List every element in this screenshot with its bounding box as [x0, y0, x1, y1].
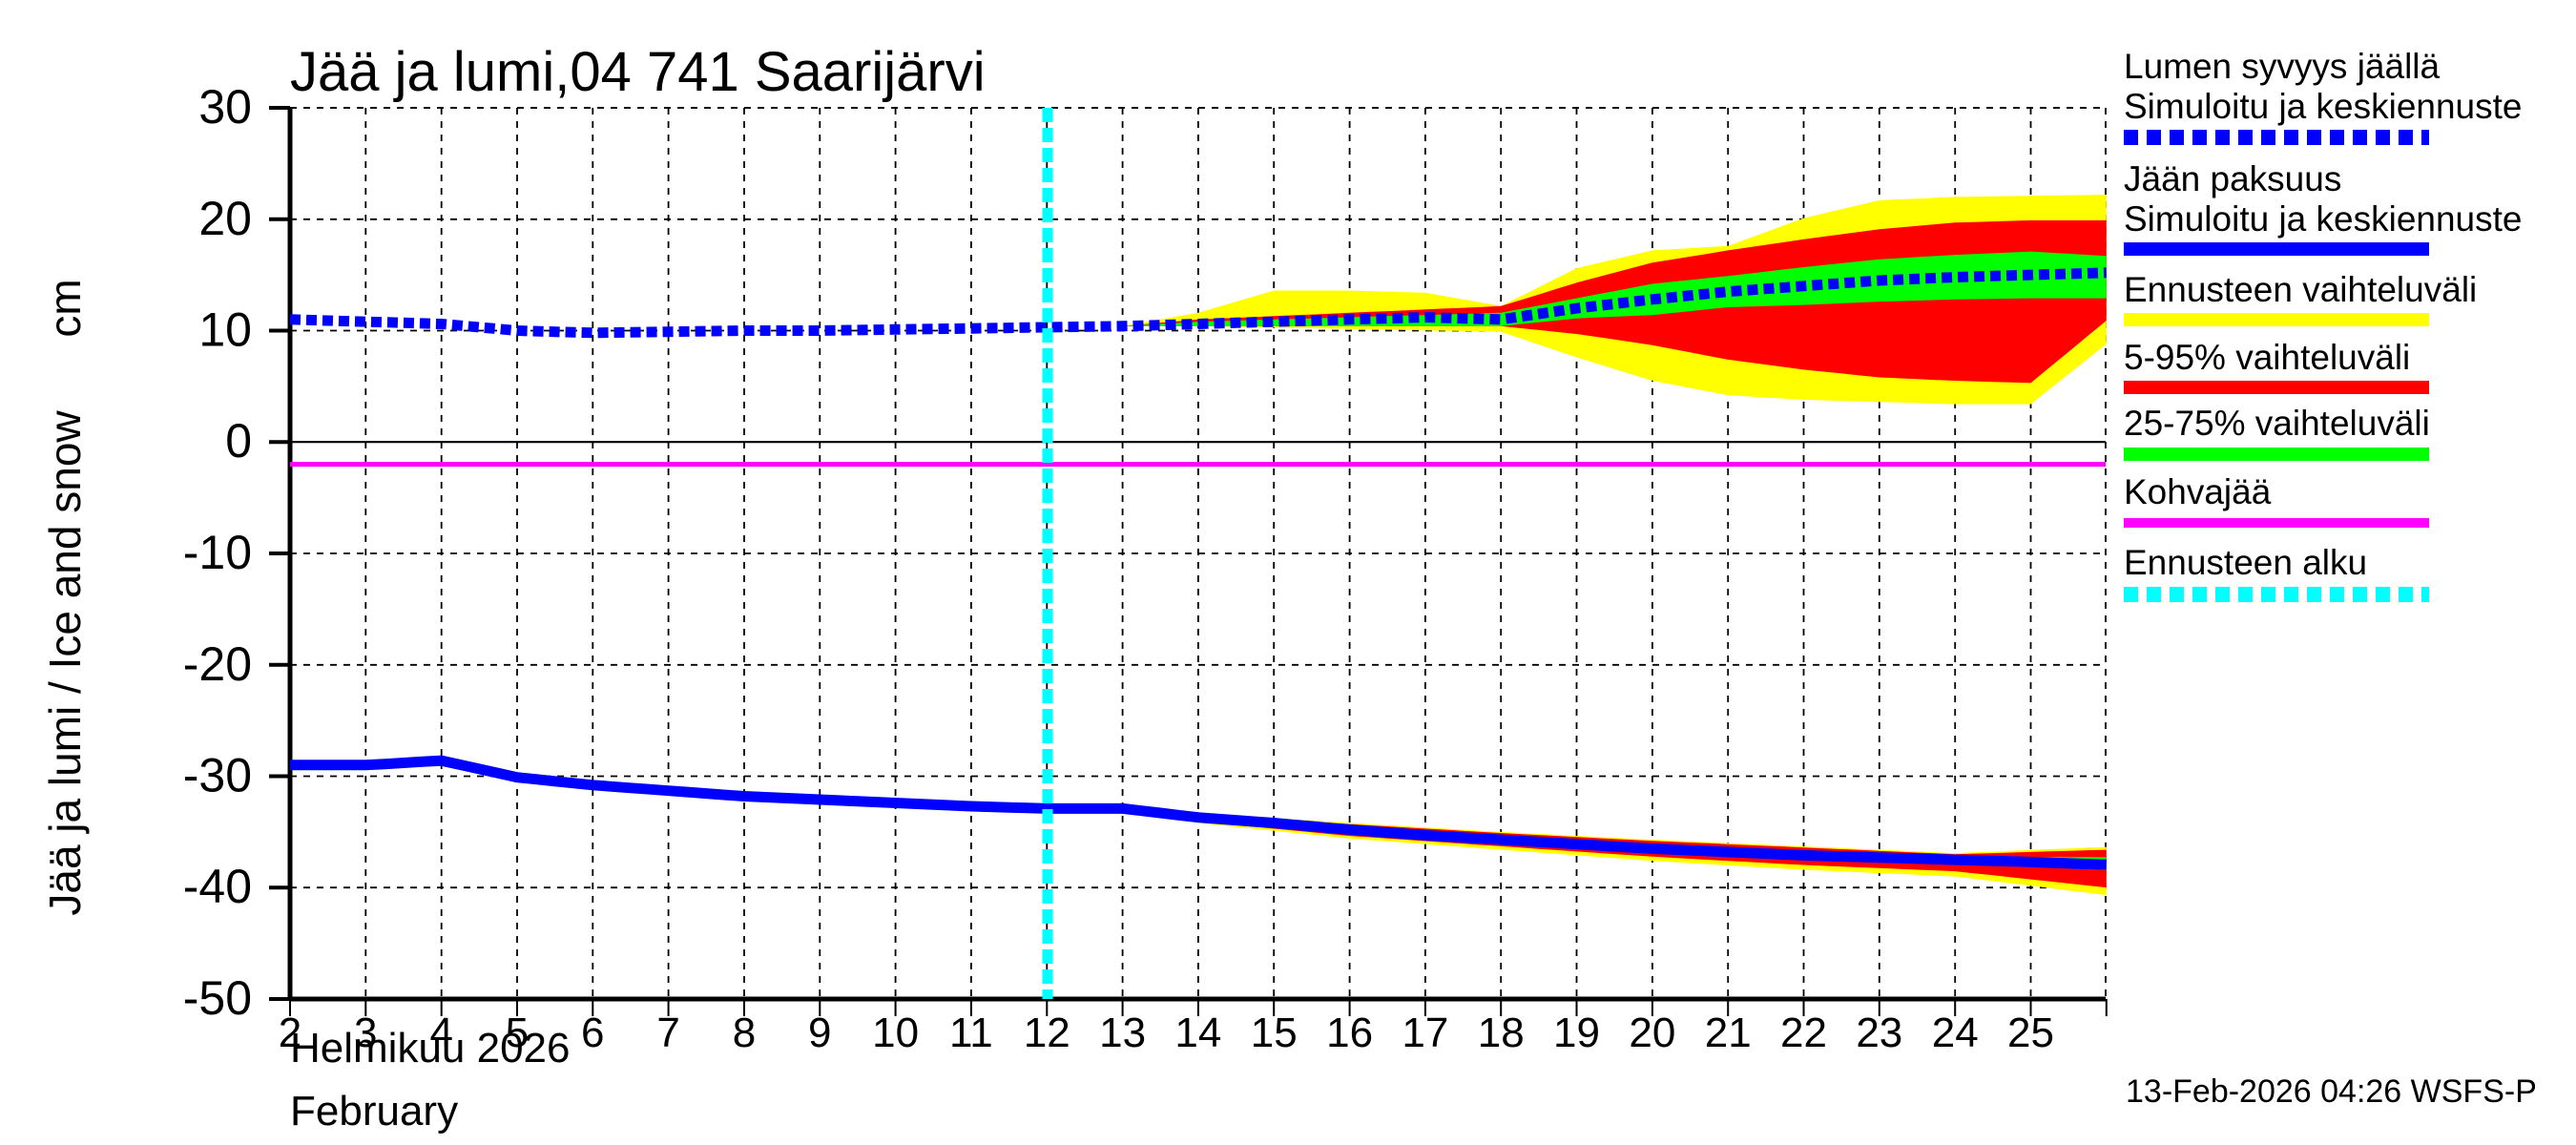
svg-text:23: 23	[1856, 1010, 1902, 1056]
svg-text:13-Feb-2026 04:26 WSFS-P: 13-Feb-2026 04:26 WSFS-P	[2126, 1073, 2537, 1110]
svg-text:5-95% vaihteluväli: 5-95% vaihteluväli	[2124, 338, 2410, 377]
svg-text:-40: -40	[183, 860, 252, 913]
svg-text:7: 7	[656, 1010, 679, 1056]
svg-text:-30: -30	[183, 749, 252, 802]
svg-text:22: 22	[1780, 1010, 1827, 1056]
svg-text:24: 24	[1932, 1010, 1979, 1056]
svg-text:Ennusteen vaihteluväli: Ennusteen vaihteluväli	[2124, 270, 2477, 309]
svg-text:20: 20	[198, 192, 252, 245]
svg-text:10: 10	[198, 303, 252, 357]
svg-text:Lumen syvyys jäällä: Lumen syvyys jäällä	[2124, 47, 2441, 86]
svg-text:21: 21	[1705, 1010, 1752, 1056]
svg-text:-20: -20	[183, 637, 252, 691]
svg-text:-10: -10	[183, 526, 252, 579]
svg-text:10: 10	[872, 1010, 919, 1056]
svg-text:Simuloitu ja keskiennuste: Simuloitu ja keskiennuste	[2124, 87, 2523, 126]
svg-text:Kohvajää: Kohvajää	[2124, 472, 2272, 511]
svg-text:Ennusteen alku: Ennusteen alku	[2124, 543, 2367, 582]
svg-text:15: 15	[1251, 1010, 1298, 1056]
svg-text:20: 20	[1629, 1010, 1675, 1056]
svg-text:17: 17	[1402, 1010, 1448, 1056]
svg-text:Jään paksuus: Jään paksuus	[2124, 159, 2341, 198]
svg-text:25-75% vaihteluväli: 25-75% vaihteluväli	[2124, 404, 2430, 443]
svg-text:16: 16	[1326, 1010, 1373, 1056]
svg-text:13: 13	[1099, 1010, 1146, 1056]
svg-text:12: 12	[1024, 1010, 1070, 1056]
svg-text:Helmikuu 2026: Helmikuu 2026	[290, 1025, 571, 1072]
svg-text:9: 9	[808, 1010, 831, 1056]
svg-text:19: 19	[1553, 1010, 1600, 1056]
svg-text:8: 8	[733, 1010, 756, 1056]
svg-text:30: 30	[198, 80, 252, 134]
svg-text:18: 18	[1478, 1010, 1525, 1056]
svg-text:cm: cm	[40, 279, 90, 337]
svg-text:0: 0	[225, 414, 252, 468]
svg-text:11: 11	[949, 1010, 993, 1056]
svg-text:Simuloitu ja keskiennuste: Simuloitu ja keskiennuste	[2124, 199, 2523, 239]
svg-text:Jää ja lumi / Ice and snow: Jää ja lumi / Ice and snow	[40, 410, 90, 916]
svg-text:6: 6	[581, 1010, 604, 1056]
svg-text:25: 25	[2007, 1010, 2054, 1056]
svg-text:14: 14	[1174, 1010, 1221, 1056]
svg-text:-50: -50	[183, 971, 252, 1025]
svg-text:February: February	[290, 1088, 458, 1135]
svg-text:Jää ja lumi,04 741 Saarijärvi: Jää ja lumi,04 741 Saarijärvi	[290, 41, 986, 103]
